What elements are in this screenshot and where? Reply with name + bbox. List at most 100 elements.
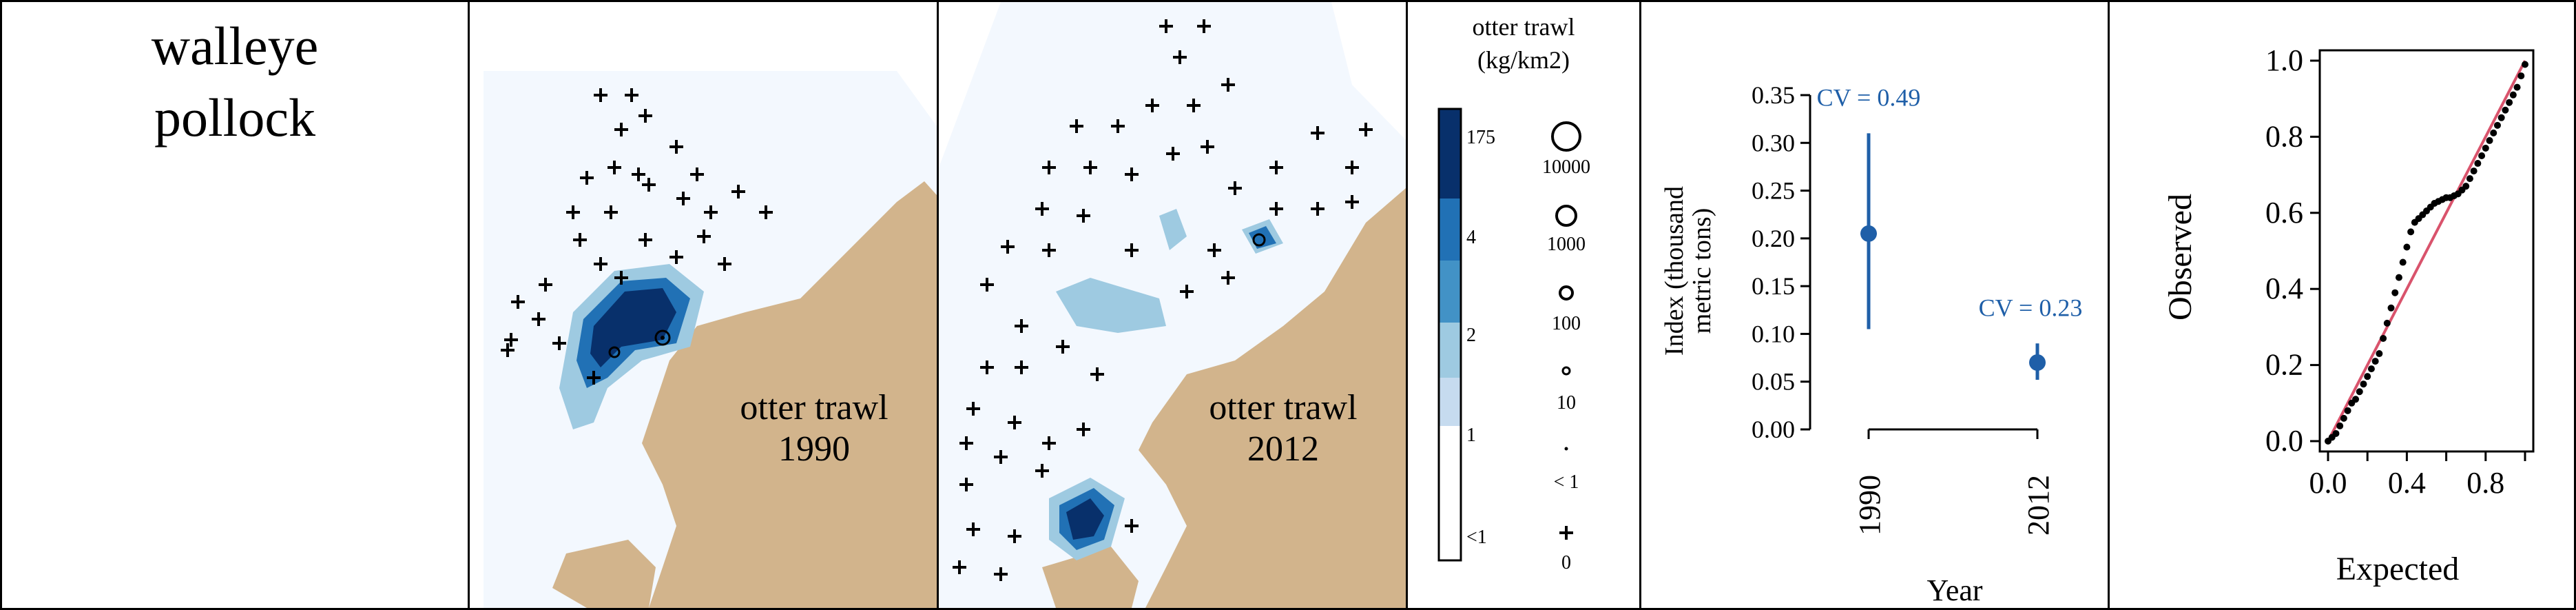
cv-annotation: CV = 0.23 <box>1979 294 2083 321</box>
qq-point <box>2367 365 2375 373</box>
zero-catch-stations <box>953 19 1373 581</box>
density-low <box>1159 209 1187 250</box>
color-scale-border <box>1437 108 1462 562</box>
qq-point <box>2376 350 2383 358</box>
station-1990 <box>661 336 665 340</box>
index-chart-panel: 0.00 0.05 0.10 0.15 0.20 0.25 0.30 0.35 1990 201… <box>1639 0 2110 610</box>
y-tick-label: 0.35 <box>1752 81 1795 109</box>
y-tick-label: 0.6 <box>2265 196 2303 230</box>
plot-box <box>2318 49 2535 453</box>
x-axis: 0.0 0.4 0.8 <box>2309 451 2526 500</box>
map-label-year: 2012 <box>1247 429 1319 469</box>
qq-point <box>2364 373 2371 380</box>
color-scale-bin-5 <box>1439 109 1461 199</box>
y-axis-label-line2: metric tons) <box>1687 208 1716 334</box>
legend-title-line2: (kg/km2) <box>1477 46 1570 74</box>
size-legend-circle <box>1561 366 1571 376</box>
color-scale-bin-4 <box>1439 199 1461 261</box>
qq-point <box>2360 380 2367 388</box>
x-tick-label: 2012 <box>2022 475 2055 536</box>
qq-point <box>2462 183 2470 190</box>
x-tick-label: 0.0 <box>2309 466 2347 500</box>
density-low <box>1056 278 1166 333</box>
plot-marks: CV = 0.49 CV = 0.23 <box>1817 83 2083 380</box>
land-peninsula <box>552 540 656 608</box>
index-chart-svg: 0.00 0.05 0.10 0.15 0.20 0.25 0.30 0.35 1990 201… <box>1660 81 2083 607</box>
size-legend-label: 100 <box>1552 313 1581 334</box>
size-legend-label: 10000 <box>1542 156 1590 178</box>
qq-point <box>2332 429 2340 437</box>
size-legend-label: < 1 <box>1554 471 1579 493</box>
size-legend-circle <box>1559 285 1574 301</box>
color-scale-label: <1 <box>1466 527 1487 548</box>
color-scale-label: 4 <box>1466 227 1476 248</box>
density-high <box>1066 498 1104 540</box>
species-name-line2: pollock <box>154 88 315 148</box>
qq-point <box>2391 289 2399 296</box>
qq-point <box>2497 114 2505 121</box>
legend-svg: otter trawl (kg/km2) 175 4 2 1 <1 10000 … <box>1437 13 1590 573</box>
map-panel-1990: otter trawl 1990 <box>468 0 939 610</box>
y-axis-label: Observed <box>2162 194 2199 321</box>
qq-point <box>2522 61 2528 68</box>
map-label-survey: otter trawl <box>1209 388 1357 427</box>
qq-point <box>2336 422 2344 429</box>
index-point <box>2029 354 2046 371</box>
qq-point <box>2340 414 2347 422</box>
legend-title-line1: otter trawl <box>1473 13 1575 41</box>
station-1990 <box>654 329 671 346</box>
y-axis-label-line1: Index (thousand <box>1660 186 1689 356</box>
color-scale <box>1437 108 1462 562</box>
cv-annotation: CV = 0.49 <box>1817 83 1921 111</box>
qq-point <box>2383 319 2391 327</box>
color-scale-bin-2 <box>1439 323 1461 378</box>
station-1990 <box>608 346 621 358</box>
land-area <box>642 181 937 608</box>
y-tick-label: 0.10 <box>1752 320 1795 347</box>
qq-point <box>2502 106 2509 114</box>
qq-plot-svg: 0.0 0.2 0.4 0.6 0.8 1.0 0.0 0.4 0.8 Observed Ex… <box>2162 43 2535 587</box>
plot-frame <box>2318 49 2535 453</box>
color-scale-bin-1 <box>1439 378 1461 426</box>
color-scale-bin-3 <box>1439 261 1461 323</box>
color-scale-bin-0 <box>1439 426 1461 560</box>
qq-point <box>2395 274 2402 281</box>
qq-point <box>2371 358 2379 365</box>
plot-marks <box>2325 60 2528 445</box>
land-area <box>1139 188 1406 608</box>
legend-panel: otter trawl (kg/km2) 175 4 2 1 <1 10000 … <box>1406 0 1641 610</box>
x-axis-label: Expected <box>2336 551 2460 587</box>
size-legend-circle <box>1564 447 1568 451</box>
zero-catch-stations <box>501 88 773 385</box>
map-panel-2012: otter trawl 2012 <box>937 0 1408 610</box>
index-point <box>1860 225 1877 242</box>
species-name: walleye pollock <box>2 10 468 154</box>
qq-point <box>2486 136 2493 144</box>
size-legend-circle <box>1551 121 1581 152</box>
y-tick-label: 0.4 <box>2265 272 2303 305</box>
qq-point <box>2387 304 2395 312</box>
qq-point <box>2509 91 2517 99</box>
size-legend-circle <box>1555 205 1577 227</box>
y-tick-label: 0.05 <box>1752 368 1795 396</box>
x-axis: 1990 2012 <box>1853 428 2055 536</box>
qq-point <box>2352 396 2360 403</box>
reference-line <box>2327 60 2526 442</box>
x-tick-label: 0.8 <box>2466 466 2504 500</box>
qq-point <box>2513 83 2521 91</box>
qq-point <box>2506 99 2513 106</box>
map-label-survey: otter trawl <box>740 388 888 427</box>
y-axis: 0.0 0.2 0.4 0.6 0.8 1.0 <box>2265 43 2320 458</box>
y-tick-label: 0.30 <box>1752 129 1795 156</box>
color-scale-label: 175 <box>1466 127 1495 148</box>
x-tick-label: 1990 <box>1853 475 1887 536</box>
qq-point <box>2474 160 2482 167</box>
y-tick-label: 0.20 <box>1752 225 1795 252</box>
species-panel: walleye pollock <box>0 0 470 610</box>
size-legend-label: 0 <box>1561 552 1571 573</box>
size-legend-plus <box>1559 526 1573 540</box>
qq-point <box>2403 243 2411 251</box>
map-label-year: 1990 <box>778 429 850 469</box>
qq-point <box>2466 175 2473 183</box>
map-1990-svg: otter trawl 1990 <box>470 2 937 608</box>
